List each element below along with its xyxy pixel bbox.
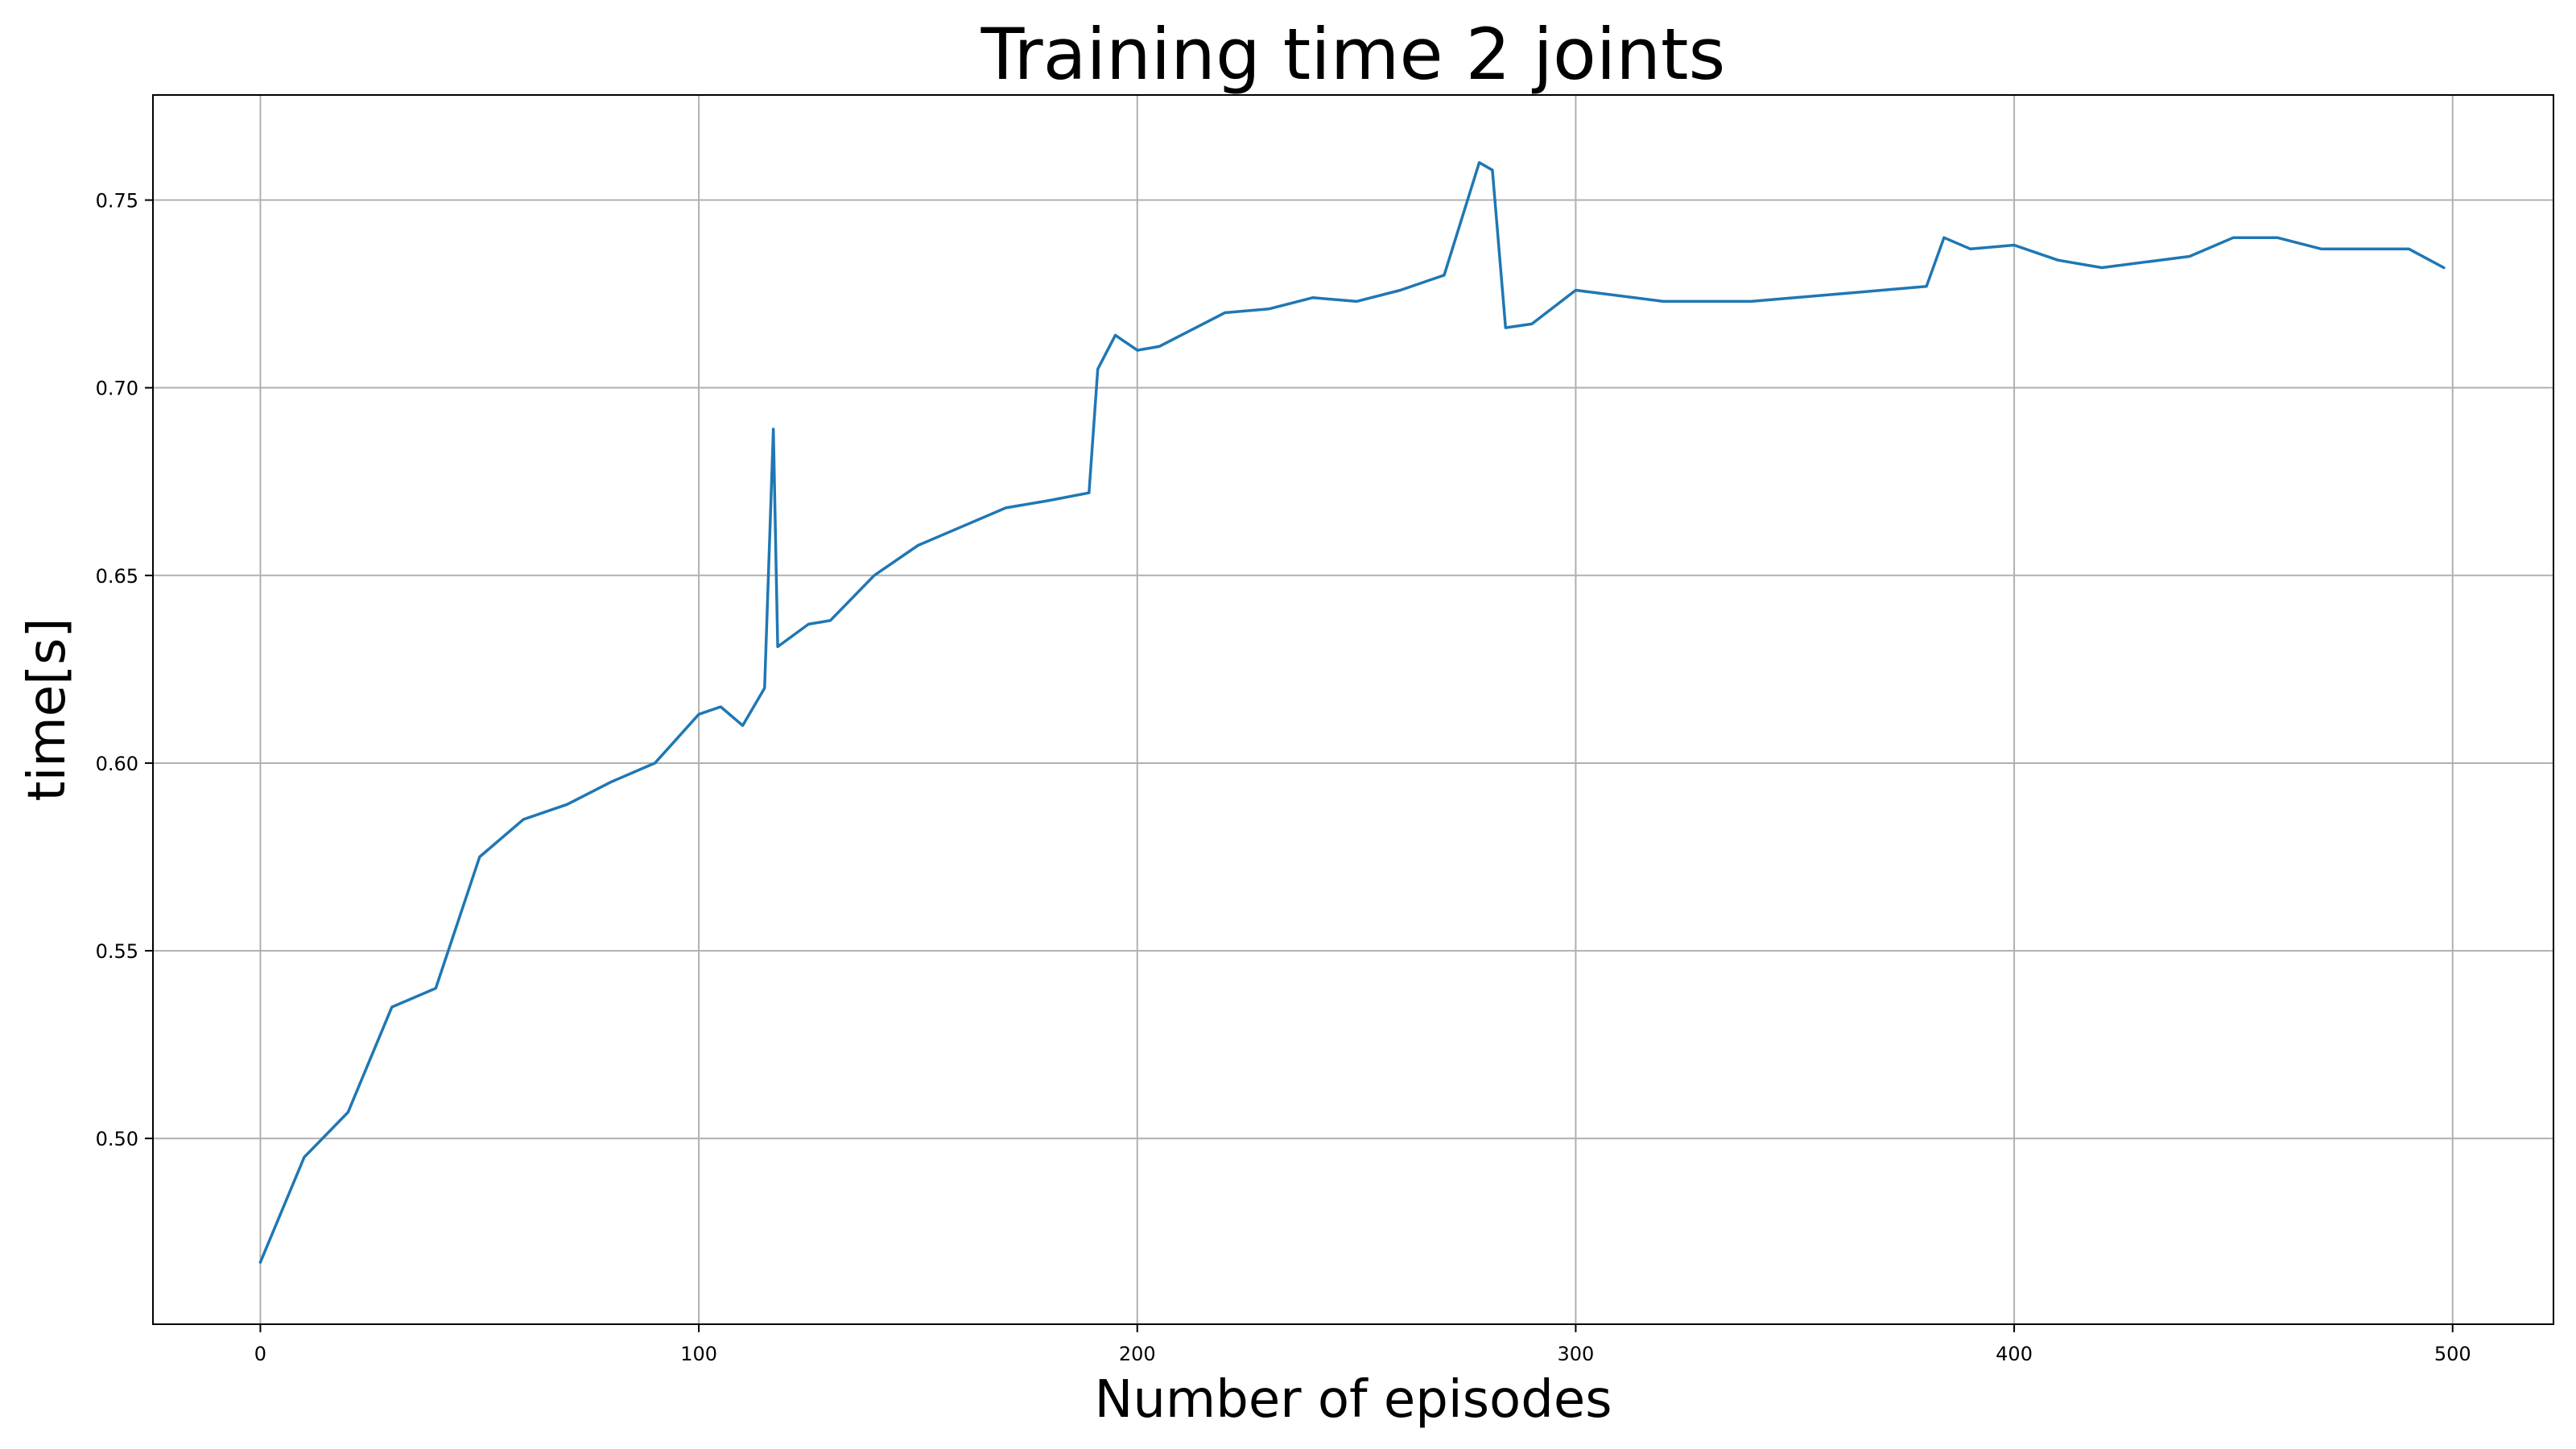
series-line <box>258 161 2446 1264</box>
x-axis-label: Number of episodes <box>1094 1370 1612 1430</box>
grid <box>153 95 2553 1324</box>
x-tick-label: 300 <box>1558 1343 1595 1365</box>
x-tick-label: 0 <box>254 1343 266 1365</box>
y-tick-label: 0.50 <box>96 1128 138 1150</box>
x-tick-label: 100 <box>680 1343 717 1365</box>
y-axis-label: time[s] <box>18 618 77 802</box>
y-tick-label: 0.60 <box>96 753 138 775</box>
x-tick-label: 200 <box>1119 1343 1156 1365</box>
plot-frame <box>152 94 2554 1325</box>
x-tick-label: 400 <box>1996 1343 2033 1365</box>
y-tick-label: 0.55 <box>96 940 138 963</box>
chart-title: Training time 2 joints <box>980 13 1726 96</box>
y-tick-label: 0.70 <box>96 378 138 400</box>
x-tick-label: 500 <box>2434 1343 2471 1365</box>
ticks: 0 100 200 300 400 500 0.50 0.55 0.60 0.65 0.70 0.75 <box>96 190 2471 1365</box>
series-layer <box>258 161 2446 1264</box>
y-tick-label: 0.75 <box>96 190 138 213</box>
y-tick-label: 0.65 <box>96 565 138 588</box>
